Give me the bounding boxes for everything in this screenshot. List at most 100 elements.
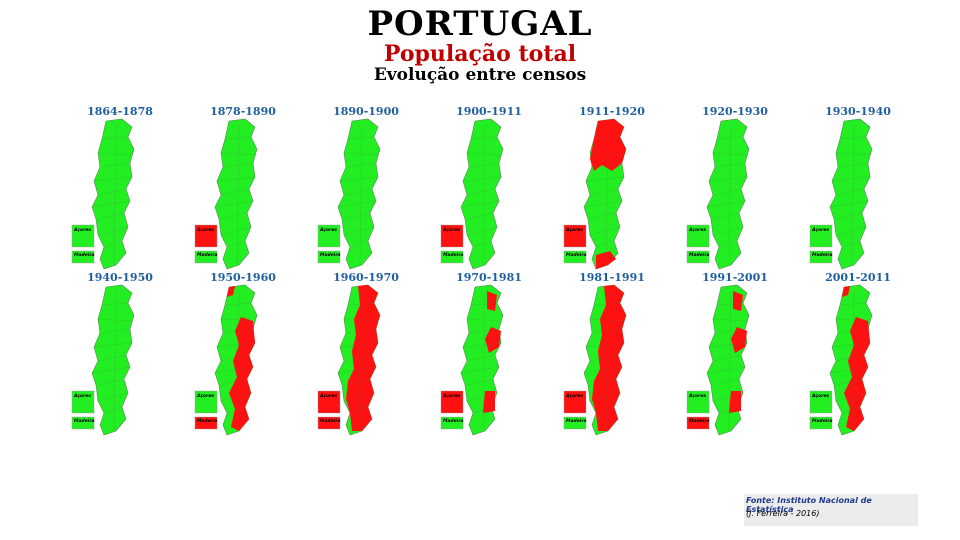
- madeira-inset: [563, 416, 587, 430]
- madeira-label: Madeira: [443, 418, 464, 424]
- azores-inset: [317, 224, 341, 248]
- period-label: 1911-1920: [579, 105, 645, 118]
- decline-region: [842, 286, 850, 297]
- page-subtitle-secondary: Evolução entre censos: [373, 65, 587, 85]
- azores-label: Açores: [565, 393, 583, 399]
- portugal-map: Açores Madeira: [194, 284, 258, 436]
- census-map-panel: 1878-1890 Açores Madeira: [193, 105, 293, 280]
- portugal-map: Açores Madeira: [563, 284, 627, 436]
- madeira-label: Madeira: [320, 252, 341, 258]
- census-map-panel: 1940-1950 Açores Madeira: [70, 271, 170, 446]
- portugal-map: Açores Madeira: [809, 118, 873, 270]
- district-borders: [706, 290, 748, 432]
- decline-region: [227, 286, 235, 297]
- district-borders: [829, 124, 871, 266]
- azores-inset: [686, 390, 710, 414]
- azores-inset: [71, 390, 95, 414]
- district-borders: [91, 124, 133, 266]
- period-label: 1930-1940: [825, 105, 891, 118]
- azores-label: Açores: [442, 227, 460, 233]
- madeira-inset: [563, 250, 587, 264]
- mainland-region: [706, 118, 750, 270]
- madeira-inset: [317, 416, 341, 430]
- mainland-region: [91, 284, 135, 436]
- azores-label: Açores: [565, 227, 583, 233]
- decline-region: [733, 291, 743, 311]
- azores-label: Açores: [442, 393, 460, 399]
- azores-inset: [71, 224, 95, 248]
- district-borders: [583, 290, 625, 432]
- district-borders: [91, 290, 133, 432]
- azores-inset: [440, 390, 464, 414]
- decline-region: [229, 317, 255, 431]
- census-map-panel: 1890-1900 Açores Madeira: [316, 105, 416, 280]
- decline-region: [596, 251, 616, 269]
- mainland-region: [214, 118, 258, 270]
- madeira-inset: [809, 250, 833, 264]
- madeira-label: Madeira: [197, 252, 218, 258]
- mainland-region: [460, 284, 504, 436]
- census-map-panel: 1864-1878 Açores Madeira: [70, 105, 170, 280]
- source-box: Fonte: Instituto Nacional de Estatística…: [744, 494, 918, 526]
- decline-region: [844, 317, 870, 431]
- district-borders: [460, 124, 502, 266]
- mainland-region: [337, 118, 381, 270]
- portugal-map: Açores Madeira: [71, 118, 135, 270]
- district-borders: [214, 124, 256, 266]
- portugal-map: Açores Madeira: [317, 284, 381, 436]
- census-map-panel: 1900-1911 Açores Madeira: [439, 105, 539, 280]
- district-borders: [337, 124, 379, 266]
- district-borders: [706, 124, 748, 266]
- azores-label: Açores: [811, 227, 829, 233]
- source-line: Fonte: Instituto Nacional de Estatística: [746, 496, 872, 514]
- azores-inset: [809, 390, 833, 414]
- period-label: 1950-1960: [210, 271, 276, 284]
- madeira-inset: [317, 250, 341, 264]
- period-label: 1900-1911: [456, 105, 522, 118]
- census-map-panel: 1970-1981 Açores Madeira: [439, 271, 539, 446]
- portugal-map: Açores Madeira: [809, 284, 873, 436]
- azores-inset: [809, 224, 833, 248]
- madeira-inset: [440, 416, 464, 430]
- azores-label: Açores: [688, 393, 706, 399]
- madeira-label: Madeira: [689, 418, 710, 424]
- mainland-region: [706, 284, 750, 436]
- madeira-inset: [71, 416, 95, 430]
- decline-region: [346, 285, 380, 431]
- mainland-region: [91, 118, 135, 270]
- district-borders: [460, 290, 502, 432]
- census-map-panel: 1920-1930 Açores Madeira: [685, 105, 785, 280]
- madeira-inset: [194, 416, 218, 430]
- madeira-label: Madeira: [197, 418, 218, 424]
- madeira-inset: [686, 416, 710, 430]
- portugal-map: Açores Madeira: [71, 284, 135, 436]
- madeira-inset: [71, 250, 95, 264]
- census-map-panel: 1930-1940 Açores Madeira: [808, 105, 908, 280]
- madeira-label: Madeira: [320, 418, 341, 424]
- period-label: 1991-2001: [702, 271, 768, 284]
- author-line: (J. Ferreira - 2016): [746, 509, 820, 518]
- period-label: 1864-1878: [87, 105, 153, 118]
- period-label: 1878-1890: [210, 105, 276, 118]
- azores-inset: [440, 224, 464, 248]
- mainland-region: [829, 118, 873, 270]
- period-label: 1890-1900: [333, 105, 399, 118]
- azores-label: Açores: [196, 227, 214, 233]
- period-label: 1981-1991: [579, 271, 645, 284]
- madeira-label: Madeira: [74, 252, 95, 258]
- madeira-inset: [809, 416, 833, 430]
- azores-label: Açores: [319, 393, 337, 399]
- azores-inset: [317, 390, 341, 414]
- madeira-inset: [194, 250, 218, 264]
- census-map-panel: 1991-2001 Açores Madeira: [685, 271, 785, 446]
- azores-inset: [194, 390, 218, 414]
- district-borders: [214, 290, 256, 432]
- decline-region: [590, 119, 626, 171]
- madeira-label: Madeira: [812, 418, 833, 424]
- period-label: 1970-1981: [456, 271, 522, 284]
- period-label: 1920-1930: [702, 105, 768, 118]
- azores-inset: [563, 224, 587, 248]
- page-title: PORTUGAL: [367, 4, 593, 44]
- azores-label: Açores: [73, 227, 91, 233]
- district-borders: [583, 124, 625, 266]
